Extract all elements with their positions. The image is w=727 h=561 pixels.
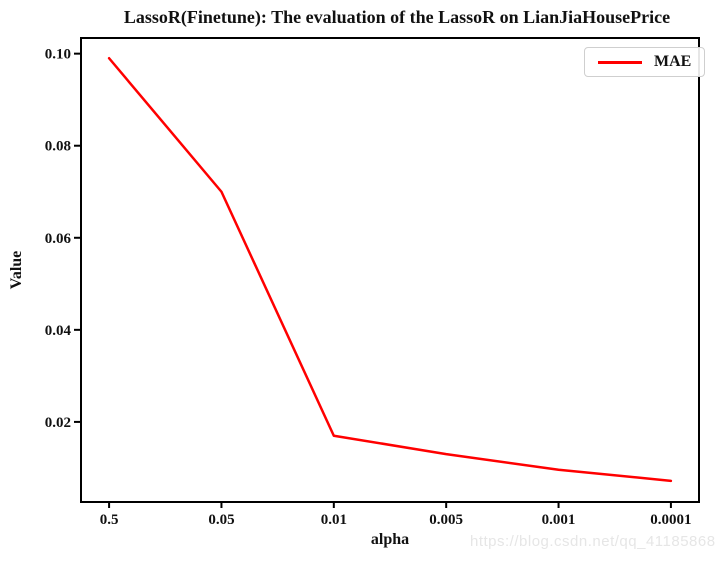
x-tick-label: 0.5 bbox=[100, 512, 119, 528]
y-tick-label: 0.06 bbox=[45, 231, 72, 247]
legend: MAE bbox=[584, 47, 706, 77]
y-tick-label: 0.10 bbox=[45, 47, 71, 63]
x-tick-label: 0.0001 bbox=[650, 512, 691, 528]
x-tick-label: 0.01 bbox=[321, 512, 347, 528]
y-axis-label: Value bbox=[8, 250, 25, 290]
legend-label: MAE bbox=[654, 53, 692, 70]
x-tick-label: 0.001 bbox=[542, 512, 576, 528]
axes-frame bbox=[80, 37, 700, 503]
x-tick-label: 0.005 bbox=[429, 512, 463, 528]
y-tick-label: 0.08 bbox=[45, 139, 71, 155]
y-tick-label: 0.02 bbox=[45, 415, 71, 431]
x-axis-label: alpha bbox=[370, 531, 410, 548]
watermark: https://blog.csdn.net/qq_41185868 bbox=[470, 533, 716, 550]
x-tick-label: 0.05 bbox=[208, 512, 234, 528]
legend-line-swatch bbox=[598, 60, 642, 64]
y-tick-label: 0.04 bbox=[45, 323, 72, 339]
chart-title: LassoR(Finetune): The evaluation of the … bbox=[123, 7, 671, 27]
series-line-mae bbox=[107, 57, 673, 483]
